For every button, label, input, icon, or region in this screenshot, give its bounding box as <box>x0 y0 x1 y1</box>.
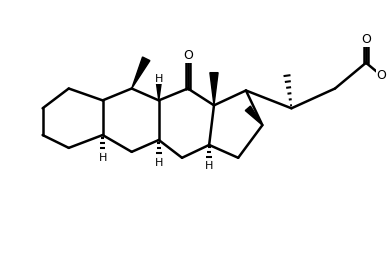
Polygon shape <box>210 73 218 105</box>
Text: H: H <box>154 74 163 84</box>
Polygon shape <box>245 106 262 125</box>
Text: O: O <box>377 69 386 82</box>
Text: H: H <box>154 158 163 168</box>
Text: O: O <box>183 49 193 62</box>
Text: H: H <box>205 161 213 171</box>
Text: O: O <box>361 33 371 46</box>
Text: H: H <box>99 153 107 163</box>
Polygon shape <box>155 76 162 100</box>
Polygon shape <box>132 57 150 89</box>
